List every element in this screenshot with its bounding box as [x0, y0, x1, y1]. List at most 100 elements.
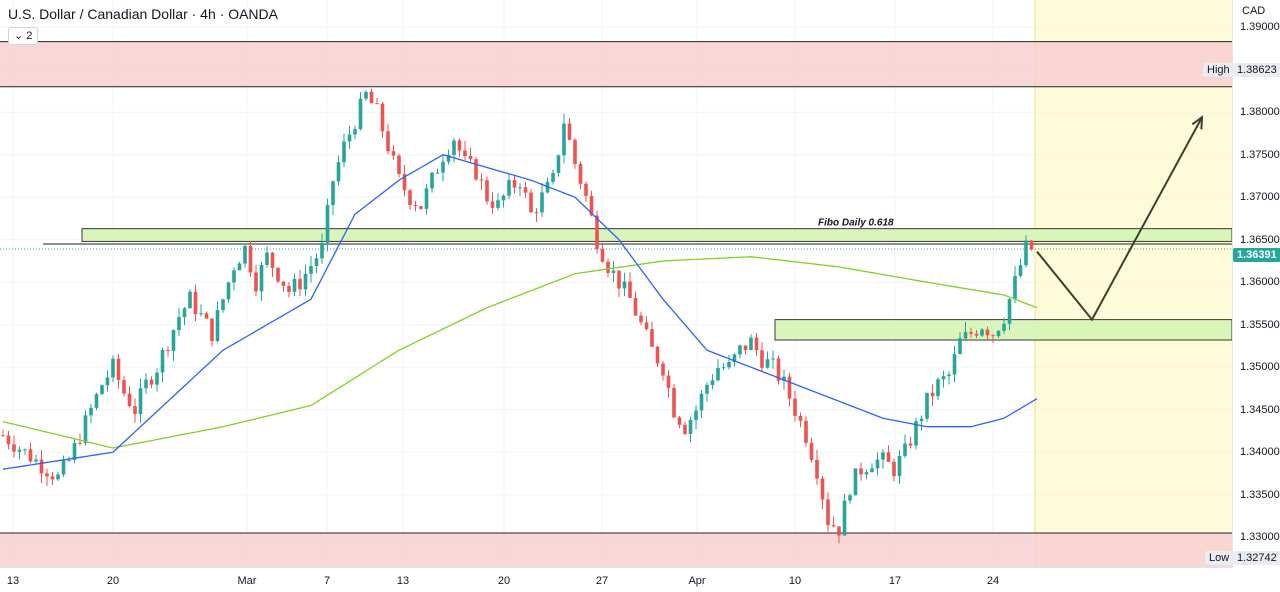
- indicators-toggle-button[interactable]: ⌄ 2: [8, 27, 39, 45]
- candle-body: [182, 308, 187, 318]
- candle-body: [529, 192, 533, 213]
- candle-body: [138, 388, 143, 415]
- candle-body: [100, 385, 104, 395]
- candle-body: [567, 123, 572, 140]
- candle-body: [864, 472, 869, 475]
- candle-body: [831, 525, 836, 527]
- candle-body: [28, 449, 33, 462]
- time-tick-label: 13: [396, 575, 410, 587]
- candle-body: [380, 103, 385, 132]
- candle-body: [166, 350, 170, 352]
- price-axis[interactable]: [1232, 0, 1280, 567]
- candle-body: [859, 468, 863, 475]
- time-tick-label: Apr: [688, 575, 706, 587]
- candle-body: [661, 363, 665, 376]
- candle-body: [606, 261, 610, 273]
- price-chart[interactable]: Fibo Daily 0.618: [0, 0, 1232, 567]
- candle-body: [248, 245, 253, 273]
- chart-area[interactable]: Fibo Daily 0.618: [0, 0, 1232, 567]
- candle-body: [820, 478, 825, 500]
- candle-body: [534, 212, 539, 214]
- candle-body: [281, 281, 286, 286]
- candle-body: [512, 180, 517, 188]
- candle-body: [727, 361, 731, 368]
- candle-body: [611, 270, 616, 273]
- candle-body: [1002, 323, 1006, 331]
- candle-body: [298, 278, 302, 290]
- high-label: High: [1203, 63, 1234, 77]
- candle-body: [408, 190, 412, 205]
- candle-body: [105, 377, 110, 386]
- candle-body: [870, 468, 874, 473]
- candle-body: [655, 346, 660, 364]
- candle-body: [501, 195, 506, 201]
- time-tick-label: 27: [595, 575, 609, 587]
- price-tick-label: 1.36500: [1240, 233, 1280, 246]
- time-tick-label: 20: [497, 575, 511, 587]
- candle-body: [897, 455, 902, 477]
- candle-body: [672, 387, 676, 418]
- candle-body: [446, 155, 451, 162]
- support-zone: [0, 532, 1232, 567]
- candle-body: [573, 139, 577, 164]
- candle-body: [936, 379, 940, 397]
- price-tick-label: 1.37500: [1240, 148, 1280, 161]
- candle-body: [683, 424, 687, 434]
- candle-body: [617, 270, 621, 289]
- candle-body: [160, 350, 165, 373]
- candle-body: [386, 131, 390, 152]
- chart-title: U.S. Dollar / Canadian Dollar · 4h · OAN…: [8, 6, 278, 22]
- current-price-tag: 1.36391: [1233, 248, 1280, 262]
- candle-body: [259, 265, 264, 292]
- candle-body: [1013, 275, 1017, 300]
- candle-body: [694, 410, 698, 420]
- candle-body: [551, 172, 555, 182]
- price-tick-label: 1.38000: [1240, 106, 1280, 119]
- candle-body: [56, 474, 60, 480]
- low-label: Low: [1205, 551, 1234, 565]
- price-tick-label: 1.35500: [1240, 318, 1280, 331]
- candle-body: [749, 337, 753, 351]
- candle-body: [402, 174, 407, 191]
- candle-body: [419, 206, 423, 209]
- price-tick-label: 1.37000: [1240, 191, 1280, 204]
- candle-body: [980, 329, 984, 336]
- candle-body: [210, 318, 214, 342]
- candle-body: [89, 407, 93, 416]
- candle-body: [287, 285, 291, 292]
- candle-body: [562, 123, 566, 156]
- time-tick-label: 24: [986, 575, 1000, 587]
- candle-body: [232, 270, 236, 283]
- candle-body: [1, 435, 5, 437]
- candle-body: [342, 141, 346, 163]
- candle-body: [738, 345, 742, 355]
- time-axis[interactable]: [0, 567, 1232, 592]
- candle-body: [963, 332, 968, 339]
- candle-body: [155, 372, 159, 385]
- candle-body: [122, 380, 126, 394]
- candle-body: [237, 263, 242, 271]
- candle-body: [116, 358, 121, 381]
- price-tick-label: 1.39000: [1240, 21, 1280, 34]
- price-tick-label: 1.35000: [1240, 361, 1280, 374]
- candle-body: [452, 140, 456, 156]
- candle-body: [188, 291, 192, 309]
- candle-body: [518, 187, 522, 189]
- candle-body: [578, 163, 583, 184]
- candle-body: [226, 282, 231, 300]
- projection-path: [1036, 116, 1203, 322]
- candle-body: [358, 98, 363, 130]
- candle-body: [325, 205, 330, 243]
- candle-body: [716, 367, 720, 381]
- candle-body: [776, 358, 781, 381]
- candle-body: [782, 376, 786, 381]
- candle-body: [721, 367, 726, 369]
- candle-body: [732, 354, 737, 362]
- candle-body: [991, 335, 995, 337]
- candle-body: [688, 419, 693, 434]
- candle-body: [875, 459, 880, 469]
- candle-body: [710, 380, 715, 385]
- candle-body: [149, 379, 154, 385]
- candle-body: [650, 329, 654, 347]
- candle-body: [50, 476, 55, 480]
